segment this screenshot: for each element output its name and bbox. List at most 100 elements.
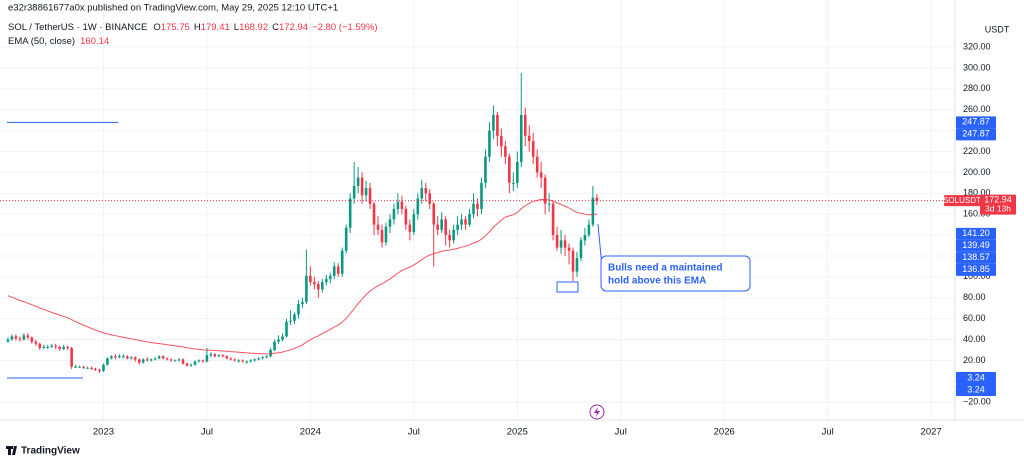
close-prefix: C bbox=[272, 22, 279, 33]
y-tick-label: 220.00 bbox=[963, 146, 991, 156]
candle-body bbox=[559, 240, 563, 248]
candle-body bbox=[257, 358, 260, 360]
candle-body bbox=[448, 235, 451, 241]
x-tick-label: 2025 bbox=[507, 427, 528, 438]
x-tick-label: 2026 bbox=[714, 427, 735, 438]
price-label bbox=[956, 251, 996, 264]
candle-body bbox=[384, 226, 388, 243]
y-tick-label: 200.00 bbox=[963, 167, 991, 177]
candle-body bbox=[364, 188, 368, 196]
candle-body bbox=[496, 114, 499, 136]
candle-body bbox=[50, 345, 54, 347]
candle-body bbox=[42, 346, 46, 348]
candle-body bbox=[424, 188, 428, 194]
candle-body bbox=[372, 203, 376, 225]
candle-body bbox=[328, 275, 332, 279]
candle-body bbox=[126, 356, 129, 359]
candle-body bbox=[444, 219, 447, 236]
candle-body bbox=[317, 284, 320, 290]
open-prefix: O bbox=[153, 22, 160, 33]
candle-body bbox=[86, 367, 89, 369]
candle-body bbox=[213, 354, 217, 357]
candle-body bbox=[137, 359, 141, 363]
candle-body bbox=[579, 240, 583, 259]
candle-body bbox=[543, 177, 547, 204]
candle-body bbox=[480, 182, 483, 209]
low-prefix: L bbox=[234, 22, 239, 33]
candle-body bbox=[567, 247, 571, 251]
x-tick-label: Jul bbox=[408, 427, 420, 438]
price-label-text: 138.57 bbox=[962, 252, 990, 262]
price-label-text: 3.24 bbox=[967, 372, 985, 382]
candle-body bbox=[221, 355, 225, 357]
change: −2.80 (−1.59%) bbox=[312, 22, 378, 33]
candle-body bbox=[197, 360, 201, 362]
candle-body bbox=[102, 364, 105, 371]
candle-body bbox=[547, 203, 551, 205]
candle-body bbox=[531, 141, 535, 157]
price-label bbox=[956, 116, 996, 129]
high-prefix: H bbox=[194, 22, 201, 33]
candle-body bbox=[595, 197, 599, 201]
candle-body bbox=[428, 193, 432, 204]
y-tick-label: 20.00 bbox=[963, 355, 986, 365]
candle-body bbox=[14, 336, 18, 339]
price-label-text: 136.85 bbox=[962, 264, 990, 274]
candle-body bbox=[122, 356, 125, 358]
candle-body bbox=[472, 203, 475, 215]
candle-body bbox=[209, 354, 213, 356]
candle-body bbox=[555, 235, 559, 248]
candle-body bbox=[535, 156, 539, 173]
candle-body bbox=[6, 339, 10, 342]
candle-body bbox=[30, 337, 34, 342]
symbol-legend: SOL / TetherUS · 1W · BINANCE O175.75 H179… bbox=[8, 22, 378, 33]
candle-body bbox=[289, 320, 292, 322]
candle-body bbox=[110, 356, 113, 359]
close-value: 172.94 bbox=[279, 22, 308, 33]
candle-body bbox=[400, 201, 404, 209]
events-icon-bolt bbox=[594, 407, 600, 417]
candle-body bbox=[10, 336, 14, 340]
candle-body bbox=[181, 359, 185, 364]
candle-body bbox=[293, 314, 296, 321]
y-tick-label: 40.00 bbox=[963, 334, 986, 344]
candle-body bbox=[261, 357, 264, 359]
candle-body bbox=[94, 368, 97, 370]
candle-body bbox=[193, 361, 197, 365]
candle-body bbox=[388, 219, 392, 227]
currency: USDT bbox=[985, 24, 1010, 34]
candle-body bbox=[340, 250, 344, 274]
candle-body bbox=[476, 203, 479, 209]
candle-body bbox=[177, 359, 181, 361]
ema-name: EMA (50, close) bbox=[8, 36, 75, 47]
price-label-text: 247.87 bbox=[962, 117, 990, 127]
candle-body bbox=[301, 301, 304, 305]
candle-body bbox=[62, 346, 65, 349]
candle-body bbox=[321, 282, 324, 290]
ema-line bbox=[7, 198, 597, 355]
candle-body bbox=[98, 369, 101, 371]
candle-body bbox=[245, 361, 249, 363]
candle-body bbox=[512, 182, 515, 184]
candle-body bbox=[571, 250, 575, 272]
ema-legend: EMA (50, close) 160.14 bbox=[8, 36, 109, 47]
x-tick-label: Jul bbox=[615, 427, 627, 438]
candle-body bbox=[153, 358, 157, 360]
plot bbox=[0, 73, 955, 379]
x-tick-label: Jul bbox=[822, 427, 834, 438]
candle-body bbox=[460, 219, 463, 225]
price-label-text: 247.87 bbox=[962, 129, 990, 139]
price-label-text: 139.49 bbox=[962, 240, 990, 250]
x-tick-label: 2027 bbox=[921, 427, 942, 438]
candle-body bbox=[26, 335, 30, 338]
price-label bbox=[956, 383, 996, 396]
candle-body bbox=[452, 229, 455, 241]
symbol-tag bbox=[944, 195, 980, 207]
candle-body bbox=[253, 359, 256, 361]
candle-body bbox=[38, 343, 42, 348]
candle-body bbox=[305, 275, 308, 302]
candle-body bbox=[157, 356, 161, 359]
candle-body bbox=[229, 358, 233, 360]
y-tick-label: 60.00 bbox=[963, 313, 986, 323]
candle-body bbox=[412, 214, 416, 232]
